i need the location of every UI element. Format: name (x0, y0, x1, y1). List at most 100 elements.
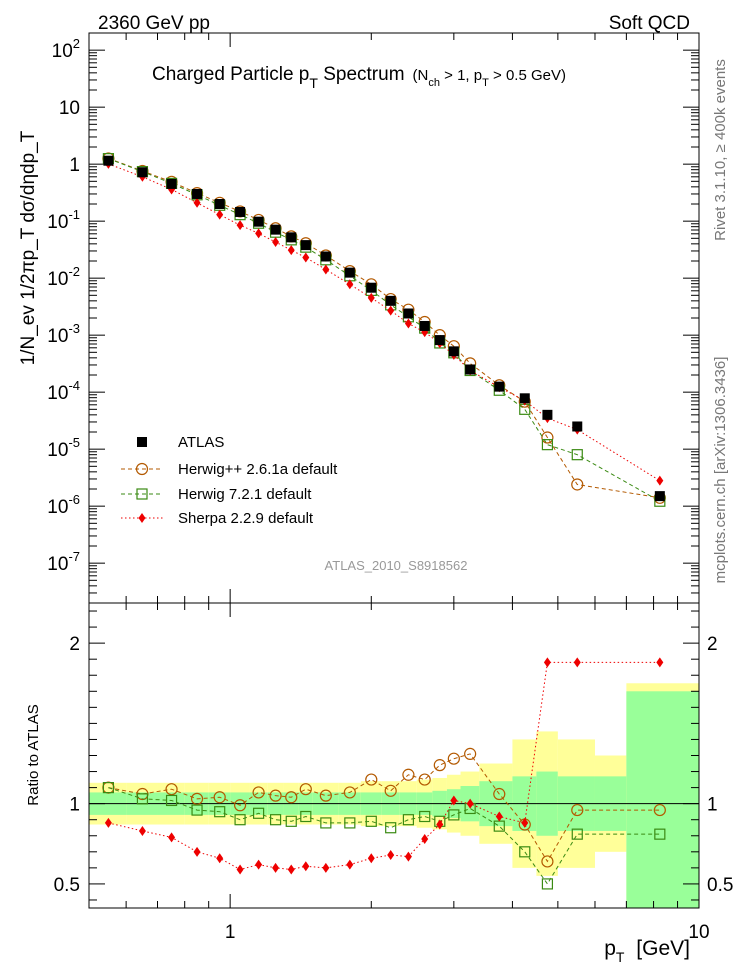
ratio-y-tick-label: 1 (69, 795, 80, 816)
ratio-data-point (402, 814, 415, 826)
main-series-herwig7 (102, 153, 666, 507)
ratio-data-point (384, 784, 397, 797)
ratio-data-point (193, 846, 201, 857)
main-y-tick-label: 1 (69, 155, 80, 176)
ratio-data-point (236, 864, 244, 875)
main-title: Charged Particle pT Spectrum (Nch > 1, pT… (152, 64, 566, 91)
main-data-point (434, 335, 445, 346)
main-data-point (385, 295, 396, 306)
ratio-data-point (404, 851, 412, 862)
main-series-atlas (103, 155, 665, 502)
ratio-data-point (136, 793, 149, 805)
main-y-tick-label: 10-7 (47, 549, 80, 575)
ratio-data-point (165, 794, 178, 807)
main-y-tick-label: 10-5 (47, 435, 80, 461)
main-y-axis-label: 1/N_ev 1/2πp_T dσ/dηdp_T (18, 130, 39, 365)
legend-label: Herwig++ 2.6.1a default (178, 461, 338, 478)
main-data-point (494, 381, 505, 392)
main-data-point (302, 252, 310, 263)
ratio-y-tick-label-right: 0.5 (707, 875, 733, 896)
main-data-point (216, 209, 224, 220)
ratio-data-point (573, 657, 581, 668)
main-data-point (193, 197, 201, 208)
ratio-data-point (541, 878, 554, 890)
ratio-data-point (385, 822, 397, 834)
rivet-version-label: Rivet 3.1.10, ≥ 400k events (712, 59, 729, 241)
main-data-point (166, 178, 177, 189)
main-data-point (287, 245, 295, 256)
ratio-data-point (234, 814, 246, 826)
ratio-data-point (571, 803, 584, 817)
ratio-y-axis-label: Ratio to ATLAS (25, 704, 42, 805)
main-y-tick-label: 102 (52, 36, 80, 62)
main-data-point (103, 155, 114, 166)
main-data-point (255, 228, 263, 239)
main-panel: 10-7 10-6 10-5 10-4 10-3 10-2 10-1 1 10 102 (47, 32, 700, 604)
ratio-data-point (287, 864, 295, 875)
ratio-data-point (365, 815, 377, 827)
main-data-point (137, 167, 148, 178)
legend-marker (136, 488, 148, 500)
ratio-data-point (344, 817, 356, 829)
ratio-y-tick-label: 2 (69, 634, 80, 655)
ratio-data-point (521, 817, 529, 828)
main-data-point (403, 308, 414, 319)
ratio-data-point (300, 810, 312, 823)
ratio-data-point (165, 783, 178, 796)
main-data-point (572, 421, 583, 432)
ratio-data-point (387, 850, 395, 861)
ratio-data-point (343, 786, 356, 799)
main-data-point (367, 292, 375, 303)
legend-marker (138, 513, 146, 523)
ratio-data-point (495, 811, 503, 822)
ratio-data-point (102, 782, 115, 794)
ratio-data-point (447, 752, 460, 765)
ratio-data-point (653, 803, 666, 817)
main-data-point (253, 216, 264, 227)
ratio-data-point (104, 817, 112, 828)
ratio-data-point (365, 773, 378, 786)
ratio-data-point (402, 768, 415, 781)
main-data-point (235, 206, 246, 217)
main-y-tick-label: 10 (59, 98, 80, 119)
analysis-watermark: ATLAS_2010_S8918562 (325, 558, 468, 573)
x-tick-label: 1 (225, 922, 236, 943)
main-data-point (654, 491, 665, 502)
ratio-data-point (656, 657, 664, 668)
main-y-tick-label: 10-3 (47, 321, 80, 347)
ratio-data-point (269, 814, 282, 826)
ratio-data-point (448, 809, 460, 821)
main-data-point (236, 220, 244, 231)
main-data-point (541, 431, 554, 444)
main-data-point (541, 439, 554, 451)
legend: ATLAS Herwig++ 2.6.1a default Herwig 7.2.1… (121, 434, 338, 527)
header-category-label: Soft QCD (609, 13, 690, 34)
main-data-point (344, 267, 355, 278)
ratio-data-point (269, 789, 282, 802)
main-data-point (320, 251, 331, 262)
mcplots-label: mcplots.cern.ch [arXiv:1306.3436] (712, 357, 729, 584)
ratio-data-point (519, 846, 531, 858)
ratio-data-point (285, 815, 297, 827)
legend-marker (135, 462, 149, 476)
ratio-data-point (302, 861, 310, 872)
ratio-data-point (252, 807, 265, 819)
main-data-point (571, 449, 583, 461)
main-data-point (300, 240, 311, 251)
main-data-point (404, 318, 412, 329)
main-data-point (448, 346, 459, 357)
legend-label: Sherpa 2.2.9 default (178, 510, 314, 527)
main-data-point (519, 393, 530, 404)
ratio-series-herwig7 (102, 782, 666, 890)
ratio-data-point (190, 792, 204, 805)
x-axis-label: pT [GeV] (604, 937, 690, 965)
main-data-point (465, 364, 476, 375)
main-data-point (322, 264, 330, 275)
ratio-data-point (421, 833, 429, 844)
ratio-series-line (108, 753, 660, 863)
ratio-data-point (464, 747, 477, 760)
inner-band-segment (626, 691, 699, 908)
ratio-data-point (571, 828, 583, 840)
ratio-data-point (216, 853, 224, 864)
